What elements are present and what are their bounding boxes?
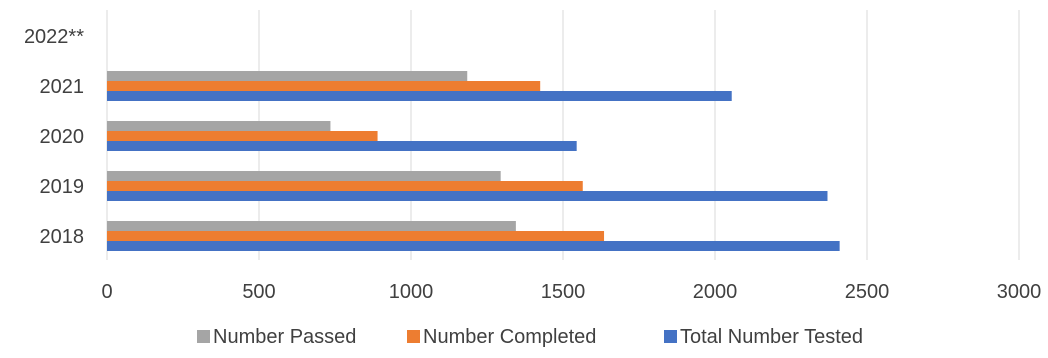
bar-number-passed-2018 <box>107 221 516 231</box>
bar-total-number-tested-2021 <box>107 91 732 101</box>
bar-number-completed-2020 <box>107 131 378 141</box>
x-tick-label-2000: 2000 <box>693 281 738 303</box>
legend: Number Passed Number Completed Total Numbe… <box>197 326 863 348</box>
y-tick-label-2018: 2018 <box>40 226 85 248</box>
legend-label-number-completed: Number Completed <box>423 326 596 348</box>
x-tick-label-3000: 3000 <box>997 281 1042 303</box>
legend-swatch-total-number-tested <box>664 330 677 343</box>
y-axis-ticks: 2018 2019 2020 2021 2022** <box>24 26 84 248</box>
bar-number-completed-2018 <box>107 231 605 241</box>
legend-label-total-number-tested: Total Number Tested <box>680 326 863 348</box>
x-axis-ticks: 0 500 1000 1500 2000 2500 3000 <box>101 281 1041 303</box>
bar-total-number-tested-2019 <box>107 191 828 201</box>
bar-number-completed-2019 <box>107 181 583 191</box>
y-tick-label-2020: 2020 <box>40 126 85 148</box>
y-tick-label-2022: 2022** <box>24 26 84 48</box>
bar-total-number-tested-2020 <box>107 141 577 151</box>
y-tick-label-2019: 2019 <box>40 176 85 198</box>
x-tick-label-1000: 1000 <box>389 281 434 303</box>
gridlines <box>106 10 1020 260</box>
legend-swatch-number-passed <box>197 330 210 343</box>
legend-label-number-passed: Number Passed <box>213 326 356 348</box>
bar-number-completed-2021 <box>107 81 541 91</box>
bars <box>107 71 840 251</box>
bar-total-number-tested-2018 <box>107 241 840 251</box>
x-tick-label-0: 0 <box>101 281 112 303</box>
x-tick-label-500: 500 <box>242 281 275 303</box>
x-tick-label-1500: 1500 <box>541 281 586 303</box>
legend-swatch-number-completed <box>407 330 420 343</box>
y-tick-label-2021: 2021 <box>40 76 85 98</box>
bar-number-passed-2019 <box>107 171 501 181</box>
bar-number-passed-2021 <box>107 71 468 81</box>
x-tick-label-2500: 2500 <box>845 281 890 303</box>
bar-number-passed-2020 <box>107 121 331 131</box>
